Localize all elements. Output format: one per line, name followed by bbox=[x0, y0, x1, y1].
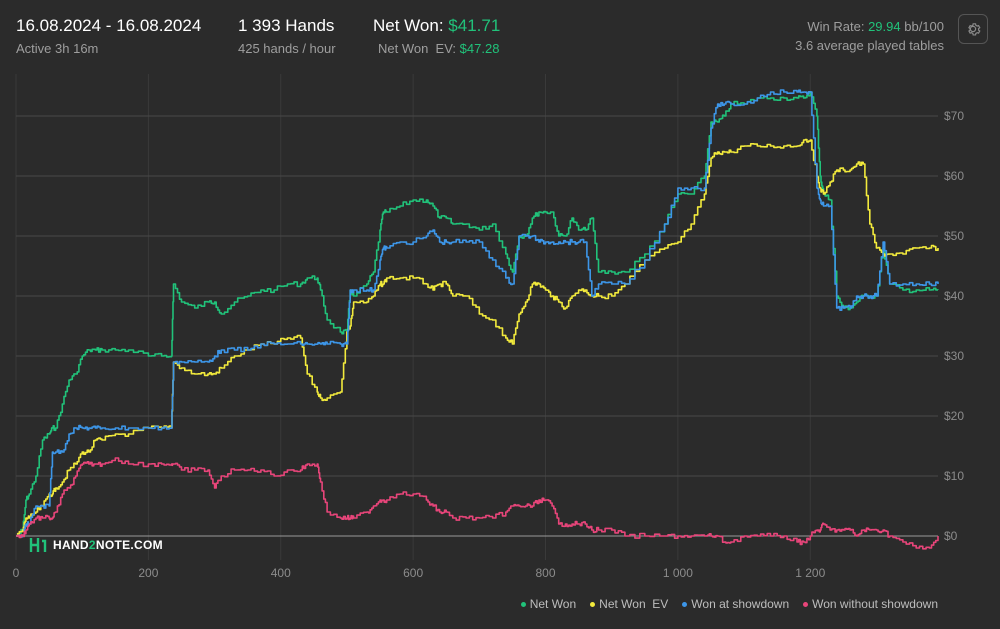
series-lines bbox=[16, 89, 939, 550]
x-tick-label: 1 000 bbox=[663, 566, 693, 580]
legend-label: Net Won EV bbox=[599, 597, 669, 611]
x-tick-label: 600 bbox=[403, 566, 423, 580]
win-rate-unit: bb/100 bbox=[904, 19, 944, 34]
win-rate: Win Rate: 29.94 bb/100 bbox=[807, 19, 944, 34]
x-tick-label: 800 bbox=[535, 566, 555, 580]
chart-legend: Net Won Net Won EV Won at showdown Won with… bbox=[520, 597, 938, 611]
y-tick-label: $60 bbox=[944, 169, 964, 183]
logo-text-part1: HAND bbox=[53, 538, 89, 552]
net-won: Net Won: $41.71 bbox=[373, 16, 500, 36]
active-time: Active 3h 16m bbox=[16, 41, 99, 56]
legend-dot-icon bbox=[590, 601, 596, 607]
net-won-value: $41.71 bbox=[448, 16, 501, 35]
legend-dot-icon bbox=[682, 601, 688, 607]
legend-item-net-won-ev[interactable]: Net Won EV bbox=[590, 597, 668, 611]
y-tick-label: $20 bbox=[944, 409, 964, 423]
series-line-net-won bbox=[16, 91, 939, 537]
legend-dot-icon bbox=[520, 601, 526, 607]
average-tables: 3.6 average played tables bbox=[795, 38, 944, 53]
y-tick-label: $70 bbox=[944, 109, 964, 123]
legend-item-won-at-showdown[interactable]: Won at showdown bbox=[682, 597, 789, 611]
logo-text-part2: 2 bbox=[88, 538, 96, 552]
y-axis: $0 $10 $20 $30 $40 $50 $60 $70 bbox=[944, 109, 964, 543]
hand2note-logo: HAND2NOTE.COM bbox=[28, 535, 163, 555]
y-tick-label: $40 bbox=[944, 289, 964, 303]
x-tick-label: 1 200 bbox=[795, 566, 825, 580]
series-line-won-without-showdown bbox=[16, 457, 939, 550]
legend-label: Net Won bbox=[529, 597, 577, 611]
x-tick-label: 400 bbox=[271, 566, 291, 580]
net-won-ev: Net Won EV: $47.28 bbox=[378, 41, 499, 56]
win-rate-label: Win Rate: bbox=[807, 19, 865, 34]
y-tick-label: $0 bbox=[944, 529, 958, 543]
hand2note-logo-icon bbox=[29, 538, 47, 552]
legend-dot-icon bbox=[803, 601, 809, 607]
logo-text-part3: NOTE.COM bbox=[95, 538, 163, 552]
legend-label: Won at showdown bbox=[691, 597, 790, 611]
settings-button[interactable] bbox=[958, 14, 988, 44]
hand2note-logo-text: HAND2NOTE.COM bbox=[53, 538, 163, 552]
chart-header: 16.08.2024 - 16.08.2024 Active 3h 16m 1 … bbox=[0, 0, 1000, 70]
net-won-ev-label: Net Won EV: bbox=[378, 41, 457, 56]
date-range: 16.08.2024 - 16.08.2024 bbox=[16, 16, 202, 35]
y-tick-label: $10 bbox=[944, 469, 964, 483]
series-line-won-at-showdown bbox=[16, 89, 939, 538]
x-tick-label: 200 bbox=[138, 566, 158, 580]
grid bbox=[15, 74, 938, 560]
hands-rate: 425 hands / hour bbox=[238, 41, 336, 56]
legend-label: Won without showdown bbox=[812, 597, 938, 611]
net-won-label: Net Won: bbox=[373, 16, 444, 35]
series-line-net-won-ev bbox=[16, 138, 939, 537]
x-tick-label: 0 bbox=[13, 566, 20, 580]
y-tick-label: $30 bbox=[944, 349, 964, 363]
gear-icon bbox=[968, 23, 981, 36]
x-axis: 0 200 400 600 800 1 000 1 200 bbox=[13, 566, 826, 580]
legend-item-won-without-showdown[interactable]: Won without showdown bbox=[803, 597, 938, 611]
win-rate-value: 29.94 bbox=[868, 19, 901, 34]
y-tick-label: $50 bbox=[944, 229, 964, 243]
hands-count: 1 393 Hands bbox=[238, 16, 335, 35]
net-won-ev-value: $47.28 bbox=[459, 41, 500, 56]
legend-item-net-won[interactable]: Net Won bbox=[520, 597, 577, 611]
